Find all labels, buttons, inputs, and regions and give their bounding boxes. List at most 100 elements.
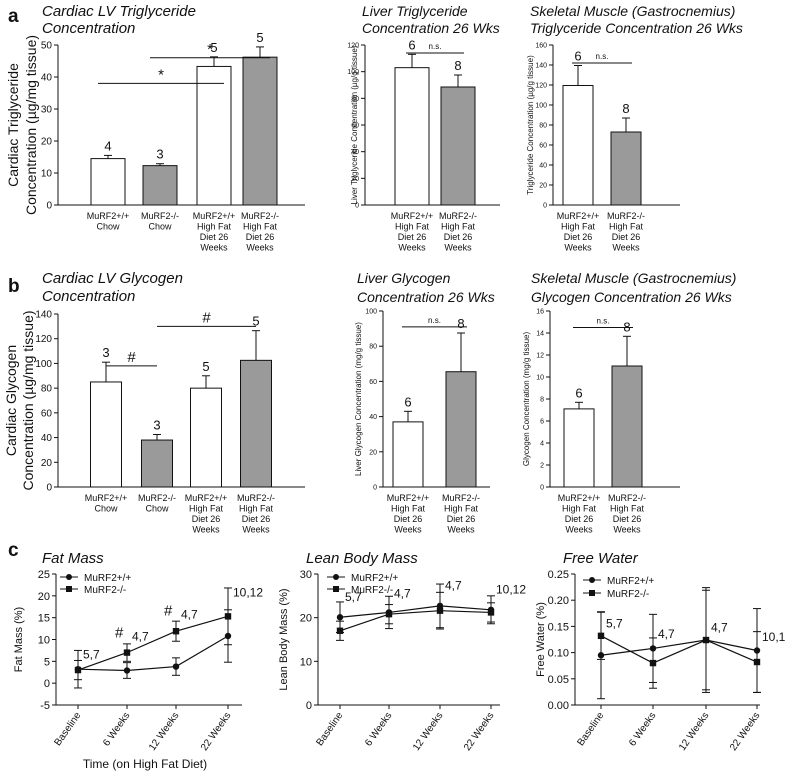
n-label: 6 — [408, 37, 415, 52]
category-label: High Fat — [441, 222, 476, 232]
y-tick-label: 0 — [306, 700, 312, 712]
y-tick-label: 20 — [351, 176, 359, 183]
category-label: MuRF2-/- — [241, 211, 279, 221]
y-tick-label: 30 — [300, 569, 312, 581]
chart-title: Skeletal Muscle (Gastrocnemius) — [531, 270, 736, 286]
y-axis-label: Free Water (%) — [535, 602, 547, 677]
marker-square — [436, 607, 444, 614]
significance-label: n.s. — [597, 317, 610, 326]
category-label: Diet 26 — [398, 232, 427, 242]
point-label: 5,7 — [83, 648, 100, 662]
chart-title: Concentration — [42, 288, 135, 305]
n-label: 3 — [156, 147, 163, 162]
n-label: 5 — [252, 314, 259, 329]
y-axis-label: Cardiac Glycogen — [3, 345, 19, 456]
bar — [610, 131, 642, 206]
y-tick-label: 80 — [369, 344, 377, 351]
chart-title: Concentration 26 Wks — [357, 289, 495, 305]
category-label: MuRF2-/- — [237, 493, 275, 503]
series-line — [77, 615, 229, 671]
y-tick-label: 15 — [38, 613, 50, 625]
y-axis-label: Triglyceride Concentration (µg/g tissue) — [526, 55, 535, 195]
marker-circle — [172, 663, 180, 670]
category-label: Diet 26 — [564, 232, 593, 242]
y-tick-label: 140 — [35, 310, 52, 321]
category-label: Weeks — [612, 243, 640, 253]
legend-label: MuRF2-/- — [84, 585, 126, 596]
panel-label: a — [8, 6, 19, 27]
category-label: High Fat — [444, 504, 479, 514]
category-label: Chow — [145, 504, 169, 514]
marker-square — [66, 586, 72, 592]
y-tick-label: 20 — [41, 137, 53, 148]
significance-label: # — [127, 349, 136, 366]
y-tick-label: 100 — [347, 69, 359, 76]
point-label: 4,7 — [394, 587, 411, 601]
x-tick-label: 22 Weeks — [728, 710, 762, 753]
marker-square — [702, 636, 710, 644]
bar — [440, 86, 476, 206]
marker-square — [753, 658, 761, 666]
series-line — [600, 635, 758, 664]
category-label: Diet 26 — [242, 514, 271, 524]
point-label: 4,7 — [181, 608, 198, 622]
bar — [90, 381, 122, 488]
y-tick-label: 2 — [540, 462, 544, 469]
y-tick-label: 16 — [536, 308, 544, 315]
category-label: Diet 26 — [565, 514, 594, 524]
significance-label: # — [202, 309, 211, 326]
y-tick-label: 40 — [369, 414, 377, 421]
y-tick-label: 20 — [539, 182, 547, 189]
marker-square — [74, 666, 82, 674]
y-tick-label: 80 — [351, 96, 359, 103]
marker-square — [649, 659, 657, 667]
y-tick-label: 100 — [365, 308, 377, 315]
y-axis-label: Fat Mass (%) — [13, 607, 25, 672]
bar — [190, 387, 222, 488]
n-label: 4 — [104, 138, 111, 153]
marker-square — [224, 613, 232, 620]
y-axis-label: Liver Glycogen Concentration (mg/g tissu… — [354, 322, 363, 476]
y-tick-label: 10 — [300, 656, 312, 668]
x-axis-label: Time (on High Fat Diet) — [83, 757, 207, 771]
bar — [562, 85, 594, 206]
y-tick-label: 0.10 — [548, 648, 569, 660]
point-label: 10,12 — [496, 583, 526, 597]
category-label: High Fat — [189, 504, 224, 514]
category-label: MuRF2+/+ — [87, 211, 130, 221]
y-tick-label: 6 — [540, 418, 544, 425]
marker-square — [589, 590, 595, 596]
y-tick-label: 4 — [540, 440, 544, 447]
category-label: Weeks — [192, 525, 220, 535]
marker-square — [123, 649, 131, 656]
category-label: MuRF2-/- — [138, 493, 176, 503]
significance-label: n.s. — [428, 316, 441, 325]
significance-label: # — [115, 624, 124, 641]
marker-square — [336, 627, 344, 634]
bar — [563, 408, 595, 488]
n-label: 6 — [574, 49, 581, 64]
category-label: MuRF2+/+ — [193, 211, 236, 221]
x-tick-label: 12 Weeks — [411, 710, 445, 753]
y-tick-label: 0 — [355, 202, 359, 209]
bar — [196, 65, 232, 206]
marker-square — [333, 586, 339, 592]
n-label: 3 — [102, 345, 109, 360]
significance-label: * — [158, 66, 164, 83]
x-tick-label: 6 Weeks — [101, 710, 132, 748]
y-tick-label: 120 — [347, 42, 359, 49]
bar — [142, 165, 178, 206]
x-tick-label: 12 Weeks — [677, 710, 711, 753]
y-tick-label: 20 — [300, 613, 312, 625]
y-tick-label: 20 — [38, 591, 50, 603]
marker-square — [385, 610, 393, 618]
category-label: High Fat — [610, 504, 645, 514]
bar — [240, 359, 272, 488]
marker-circle — [123, 667, 131, 674]
legend-label: MuRF2+/+ — [84, 573, 131, 584]
series-line — [339, 610, 492, 632]
category-label: MuRF2-/- — [442, 493, 480, 503]
bar — [445, 371, 477, 488]
category-label: Chow — [94, 504, 118, 514]
